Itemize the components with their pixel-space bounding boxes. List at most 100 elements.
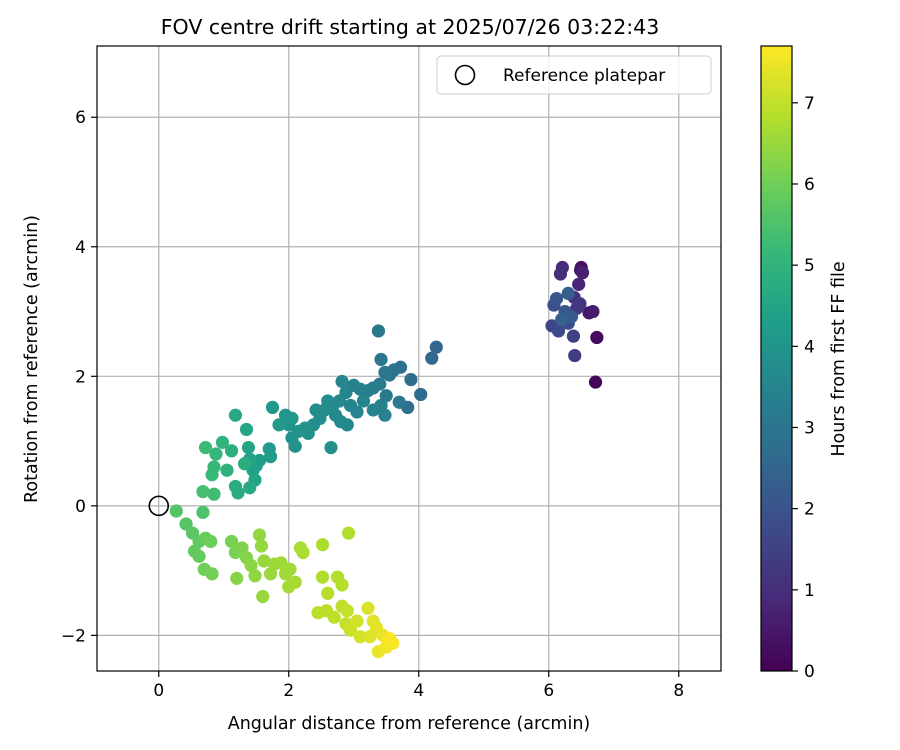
colorbar-tick-label: 6 bbox=[804, 175, 815, 195]
scatter-point bbox=[228, 479, 243, 494]
scatter-point bbox=[425, 351, 439, 365]
scatter-point bbox=[265, 400, 280, 414]
colorbar-ticks: 0 1 2 3 4 5 6 7 bbox=[792, 94, 815, 682]
scatter-point bbox=[575, 266, 590, 280]
scatter-point bbox=[392, 395, 406, 409]
y-tick-label: −2 bbox=[61, 626, 86, 646]
scatter-point bbox=[343, 398, 358, 413]
scatter-point bbox=[239, 422, 254, 437]
scatter-point bbox=[215, 435, 230, 449]
x-tick-label: 4 bbox=[413, 681, 424, 701]
scatter-point bbox=[414, 387, 428, 402]
scatter-point bbox=[551, 324, 566, 338]
scatter-point bbox=[379, 389, 393, 403]
colorbar-tick-label: 7 bbox=[804, 94, 815, 114]
scatter-point bbox=[204, 534, 218, 549]
scatter-point bbox=[356, 394, 371, 408]
scatter-point bbox=[561, 286, 575, 301]
scatter-point bbox=[327, 610, 341, 624]
scatter-point bbox=[220, 463, 234, 477]
scatter-point bbox=[309, 403, 323, 417]
scatter-point bbox=[404, 372, 418, 387]
scatter-point bbox=[285, 431, 299, 445]
scatter-point bbox=[274, 556, 288, 570]
axes-frame bbox=[96, 45, 722, 672]
scatter-point bbox=[334, 415, 348, 429]
y-axis-ticks: −2 0 2 4 6 bbox=[61, 108, 97, 646]
x-axis-ticks: 0 2 4 6 8 bbox=[153, 671, 684, 701]
legend: Reference platepar bbox=[436, 55, 712, 95]
scatter-point bbox=[228, 408, 243, 422]
y-tick-label: 0 bbox=[75, 497, 86, 517]
scatter-point bbox=[257, 554, 271, 568]
scatter-point bbox=[568, 348, 582, 363]
scatter-point bbox=[224, 444, 239, 458]
x-axis-label: Angular distance from reference (arcmin) bbox=[228, 714, 591, 734]
scatter-point bbox=[315, 538, 330, 552]
scatter-point bbox=[196, 505, 210, 519]
scatter-point bbox=[378, 365, 392, 380]
y-axis-label: Rotation from reference (arcmin) bbox=[22, 215, 42, 503]
x-tick-label: 0 bbox=[153, 681, 164, 701]
scatter-point bbox=[256, 589, 270, 604]
legend-entry-label: Reference platepar bbox=[503, 66, 665, 86]
scatter-point bbox=[248, 569, 262, 583]
scatter-point bbox=[366, 403, 380, 417]
scatter-point bbox=[321, 586, 335, 600]
scatter-point bbox=[205, 468, 219, 482]
scatter-point bbox=[263, 450, 278, 464]
scatter-point bbox=[296, 545, 310, 560]
reference-platepar-marker bbox=[148, 495, 170, 517]
scatter-point bbox=[573, 297, 587, 311]
legend-box bbox=[436, 55, 712, 95]
scatter-point bbox=[315, 570, 330, 584]
scatter-point bbox=[566, 329, 581, 343]
scatter-point bbox=[192, 549, 206, 563]
x-tick-label: 8 bbox=[673, 681, 684, 701]
scatter-point bbox=[169, 504, 183, 518]
scatter-point bbox=[553, 267, 568, 281]
scatter-points bbox=[169, 260, 604, 659]
scatter-point bbox=[272, 418, 286, 432]
scatter-point bbox=[588, 375, 603, 389]
scatter-point bbox=[371, 324, 386, 338]
scatter-point bbox=[590, 330, 604, 345]
scatter-point bbox=[572, 277, 586, 291]
x-tick-label: 6 bbox=[543, 681, 554, 701]
scatter-point bbox=[353, 630, 367, 644]
scatter-point bbox=[243, 481, 257, 495]
colorbar bbox=[760, 45, 793, 672]
scatter-point bbox=[429, 340, 443, 354]
colorbar-tick-label: 4 bbox=[804, 337, 815, 357]
scatter-point bbox=[350, 614, 364, 628]
colorbar-label: Hours from first FF file bbox=[829, 261, 849, 456]
scatter-point bbox=[549, 291, 564, 306]
scatter-point bbox=[209, 447, 223, 461]
scatter-point bbox=[586, 304, 600, 319]
scatter-point bbox=[205, 567, 219, 581]
chart-title: FOV centre drift starting at 2025/07/26 … bbox=[161, 15, 660, 39]
scatter-point bbox=[230, 571, 244, 585]
y-tick-label: 2 bbox=[75, 367, 86, 387]
scatter-point bbox=[285, 411, 299, 426]
y-tick-label: 6 bbox=[75, 108, 86, 128]
scatter-point bbox=[196, 484, 210, 499]
colorbar-tick-label: 0 bbox=[804, 662, 815, 682]
scatter-point bbox=[241, 440, 256, 455]
scatter-point bbox=[252, 528, 267, 542]
scatter-point bbox=[254, 539, 269, 553]
legend-marker-icon bbox=[454, 64, 476, 86]
scatter-point bbox=[237, 457, 252, 471]
scatter-point bbox=[324, 440, 338, 455]
scatter-point bbox=[198, 440, 213, 455]
colorbar-tick-label: 3 bbox=[804, 418, 815, 438]
scatter-point bbox=[224, 534, 239, 549]
x-tick-label: 2 bbox=[283, 681, 294, 701]
scatter-point bbox=[382, 632, 397, 646]
colorbar-tick-label: 5 bbox=[804, 256, 815, 276]
scatter-point bbox=[555, 312, 569, 326]
colorbar-tick-label: 2 bbox=[804, 500, 815, 520]
grid-lines bbox=[97, 46, 721, 671]
